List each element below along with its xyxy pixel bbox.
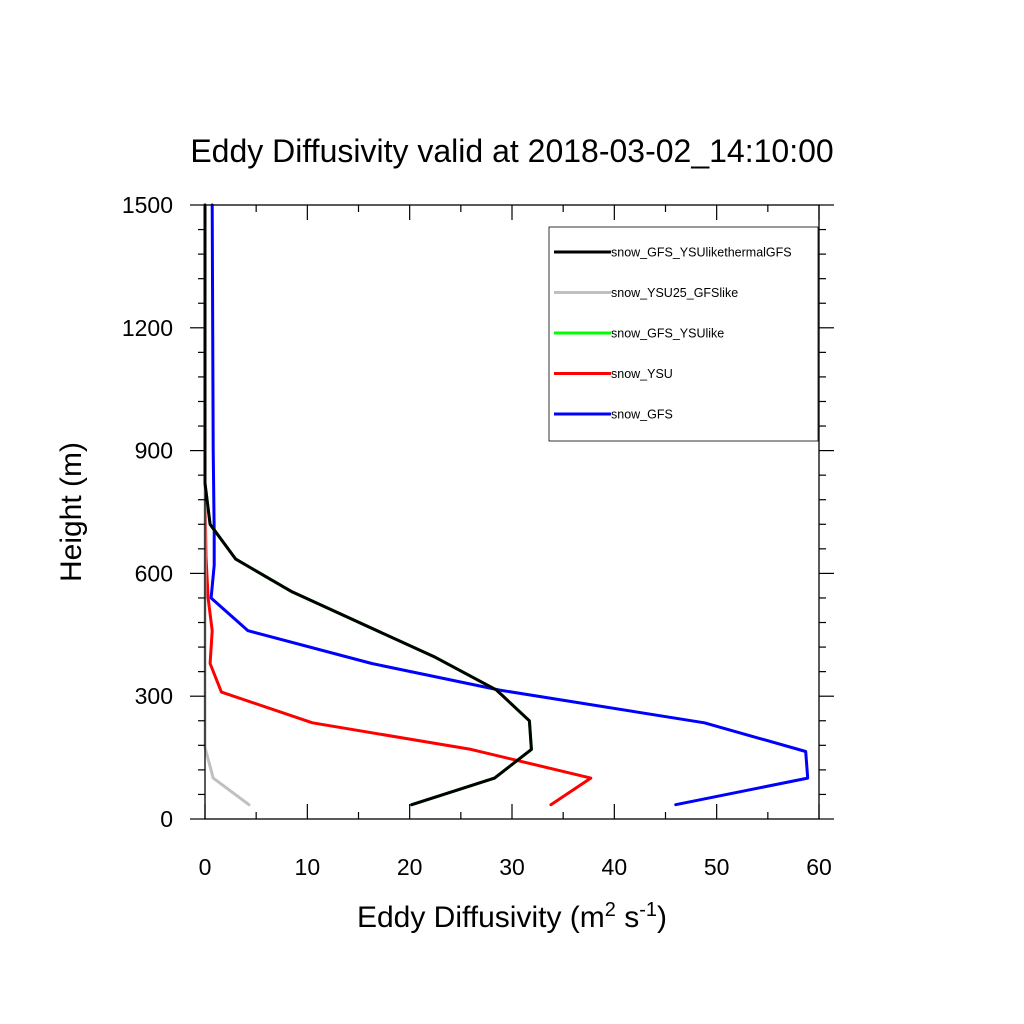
legend-label: snow_YSU25_GFSlike [611, 286, 738, 300]
y-axis-label: Height (m) [55, 442, 88, 582]
x-axis-label-main: Eddy Diffusivity (m [357, 901, 605, 934]
chart-title: Eddy Diffusivity valid at 2018-03-02_14:… [190, 133, 833, 169]
series-line-snow_GFS_YSUlike [203, 203, 533, 807]
y-tick-label: 300 [135, 683, 173, 709]
x-tick-label: 30 [499, 854, 525, 880]
x-axis-label-end: ) [657, 901, 667, 934]
x-axis-label-mid: s [616, 901, 639, 934]
x-tick-label: 50 [704, 854, 730, 880]
y-tick-label: 0 [160, 806, 173, 832]
y-tick-label: 900 [135, 438, 173, 464]
x-tick-label: 10 [295, 854, 321, 880]
x-tick-label: 0 [199, 854, 212, 880]
x-tick-label: 40 [602, 854, 628, 880]
legend-entries: snow_GFS_YSUlikethermalGFS snow_YSU25_GFS… [554, 246, 792, 422]
x-axis-label-sup-1: 2 [605, 899, 616, 921]
x-axis-label: Eddy Diffusivity (m2 s-1) [357, 899, 667, 934]
x-tick-label: 20 [397, 854, 423, 880]
series-line-snow_GFS_YSUlikethermalGFS [203, 203, 533, 807]
x-tick-label: 60 [806, 854, 832, 880]
series-line-snow_YSU [203, 203, 593, 807]
x-axis-label-sup-2: -1 [639, 899, 657, 921]
legend-label: snow_GFS_YSUlikethermalGFS [611, 246, 792, 260]
series-line-snow_GFS [209, 203, 810, 807]
legend-label: snow_YSU [611, 367, 673, 381]
y-tick-label: 1200 [122, 315, 173, 341]
y-tick-label: 1500 [122, 192, 173, 218]
legend-label: snow_GFS_YSUlike [611, 327, 724, 341]
legend-label: snow_GFS [611, 408, 673, 422]
y-tick-label: 600 [135, 560, 173, 586]
series-layer [203, 203, 810, 807]
ticks-layer [190, 204, 834, 820]
legend: snow_GFS_YSUlikethermalGFS snow_YSU25_GFS… [548, 226, 819, 442]
